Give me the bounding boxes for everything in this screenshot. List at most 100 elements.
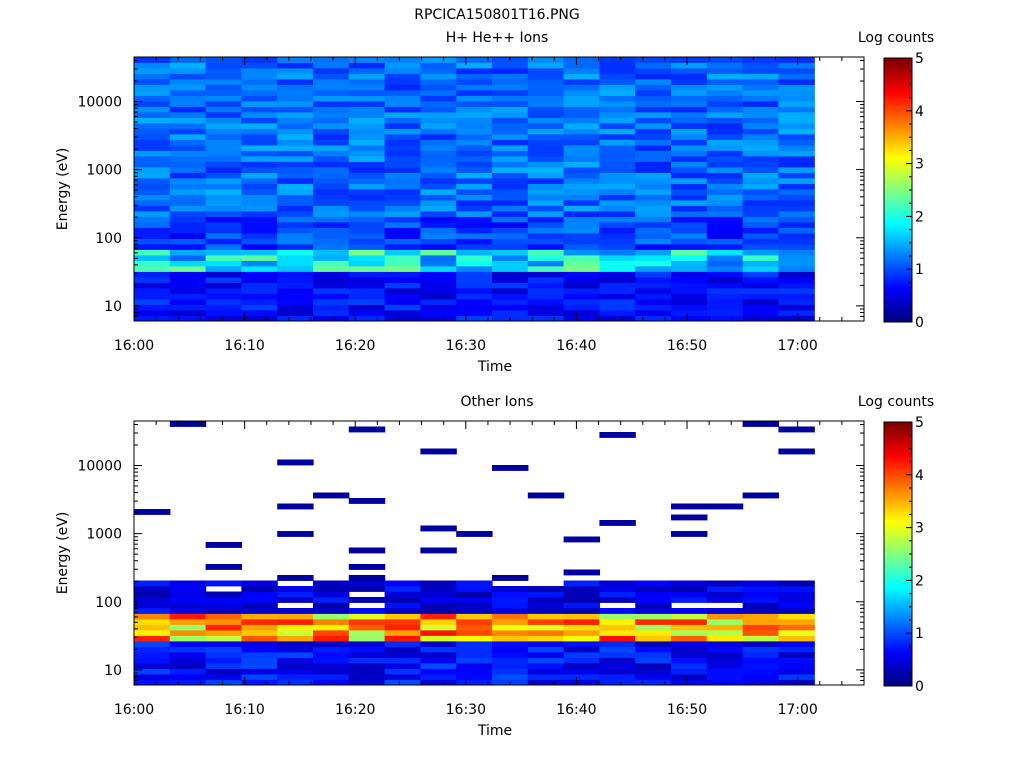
- heatmap-cell: [420, 310, 457, 316]
- heatmap-cell: [635, 613, 672, 620]
- colorbar-band: [884, 506, 912, 510]
- heatmap-cell: [420, 249, 457, 256]
- heatmap-cell: [527, 189, 565, 195]
- heatmap-cell: [313, 293, 350, 300]
- colorbar-band: [884, 211, 912, 215]
- heatmap-cell: [742, 117, 780, 124]
- heatmap-cell: [456, 249, 493, 256]
- colorbar-band: [884, 477, 912, 481]
- heatmap-cell: [671, 591, 708, 598]
- heatmap-cell: [599, 310, 636, 316]
- heatmap-cell: [706, 106, 744, 113]
- heatmap-cell: [635, 233, 672, 239]
- heatmap-cell: [384, 123, 422, 129]
- heatmap-cell: [205, 189, 242, 195]
- colorbar-band: [884, 466, 912, 471]
- colorbar-band: [884, 256, 912, 260]
- heatmap-cell: [599, 299, 636, 305]
- heatmap-cell: [205, 282, 242, 289]
- colorbar-band: [884, 285, 912, 289]
- heatmap-cell: [563, 222, 601, 228]
- heatmap-cell: [635, 657, 672, 664]
- heatmap-cell: [778, 172, 815, 179]
- heatmap-cell: [277, 57, 314, 63]
- heatmap-cell: [527, 619, 565, 625]
- colorbar-band: [884, 261, 912, 265]
- heatmap-cell: [241, 112, 278, 118]
- heatmap-cell: [313, 139, 350, 146]
- heatmap-cell: [134, 150, 171, 157]
- heatmap-cell: [313, 652, 350, 658]
- heatmap-cell: [420, 547, 457, 554]
- heatmap-cell: [420, 123, 457, 129]
- heatmap-cell: [277, 249, 314, 256]
- heatmap-cell: [742, 421, 780, 427]
- colorbar-band: [884, 158, 912, 162]
- heatmap-cell: [420, 586, 457, 592]
- heatmap-cell: [599, 106, 636, 113]
- heatmap-cell: [348, 227, 386, 234]
- heatmap-cell: [492, 602, 529, 609]
- heatmap-cell: [348, 128, 386, 135]
- heatmap-cell: [563, 641, 601, 647]
- heatmap-cell: [134, 608, 171, 614]
- heatmap-cell: [420, 299, 457, 305]
- heatmap-cell: [563, 150, 601, 157]
- colorbar-band: [884, 300, 912, 305]
- heatmap-cell: [134, 227, 171, 234]
- heatmap-cell: [169, 167, 207, 173]
- heatmap-cell: [635, 227, 672, 234]
- heatmap-cell: [313, 216, 350, 223]
- heatmap-cell: [563, 106, 601, 113]
- colorbar-tick-label: 5: [915, 415, 924, 431]
- heatmap-cell: [241, 106, 278, 113]
- heatmap-cell: [671, 613, 708, 620]
- heatmap-cell: [169, 150, 207, 157]
- colorbar-band: [884, 540, 912, 544]
- heatmap-cell: [706, 613, 744, 620]
- heatmap-cell: [706, 101, 744, 107]
- colorbar-tick-label: 4: [915, 468, 924, 484]
- heatmap-cell: [241, 200, 278, 206]
- heatmap-cell: [384, 57, 422, 63]
- colorbar-band: [884, 142, 912, 146]
- heatmap-cell: [348, 613, 386, 620]
- heatmap-cell: [134, 79, 171, 85]
- heatmap-cell: [277, 277, 314, 283]
- heatmap-cell: [563, 602, 601, 609]
- heatmap-cell: [527, 68, 565, 74]
- heatmap-cell: [671, 90, 708, 96]
- heatmap-cell: [706, 167, 744, 173]
- heatmap-cell: [599, 597, 636, 603]
- heatmap-cell: [348, 95, 386, 102]
- heatmap-cell: [348, 652, 386, 658]
- heatmap-cell: [742, 167, 780, 173]
- heatmap-cell: [420, 183, 457, 190]
- heatmap-cell: [527, 608, 565, 614]
- heatmap-cell: [563, 128, 601, 135]
- heatmap-cell: [671, 194, 708, 201]
- colorbar-band: [884, 458, 912, 463]
- heatmap-cell: [563, 95, 601, 102]
- panel-title: Other Ions: [460, 394, 533, 410]
- heatmap-cell: [241, 674, 278, 680]
- heatmap-cell: [456, 630, 493, 636]
- heatmap-cell: [313, 277, 350, 283]
- heatmap-cell: [599, 172, 636, 179]
- heatmap-cell: [241, 641, 278, 647]
- heatmap-cell: [241, 288, 278, 294]
- heatmap-cell: [635, 277, 672, 283]
- heatmap-cell: [706, 233, 744, 239]
- heatmap-cell: [635, 266, 672, 272]
- heatmap-cell: [241, 249, 278, 256]
- heatmap-cell: [563, 178, 601, 184]
- heatmap-cell: [241, 608, 278, 614]
- heatmap-cell: [384, 597, 422, 603]
- heatmap-cell: [635, 183, 672, 190]
- heatmap-cell: [456, 200, 493, 206]
- heatmap-cell: [420, 244, 457, 250]
- heatmap-cell: [313, 145, 350, 151]
- heatmap-cell: [671, 68, 708, 74]
- x-tick-label: 16:20: [335, 702, 375, 718]
- heatmap-cell: [527, 635, 565, 642]
